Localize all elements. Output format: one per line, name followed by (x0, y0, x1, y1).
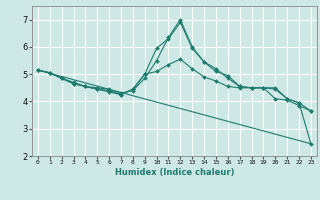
X-axis label: Humidex (Indice chaleur): Humidex (Indice chaleur) (115, 168, 234, 177)
